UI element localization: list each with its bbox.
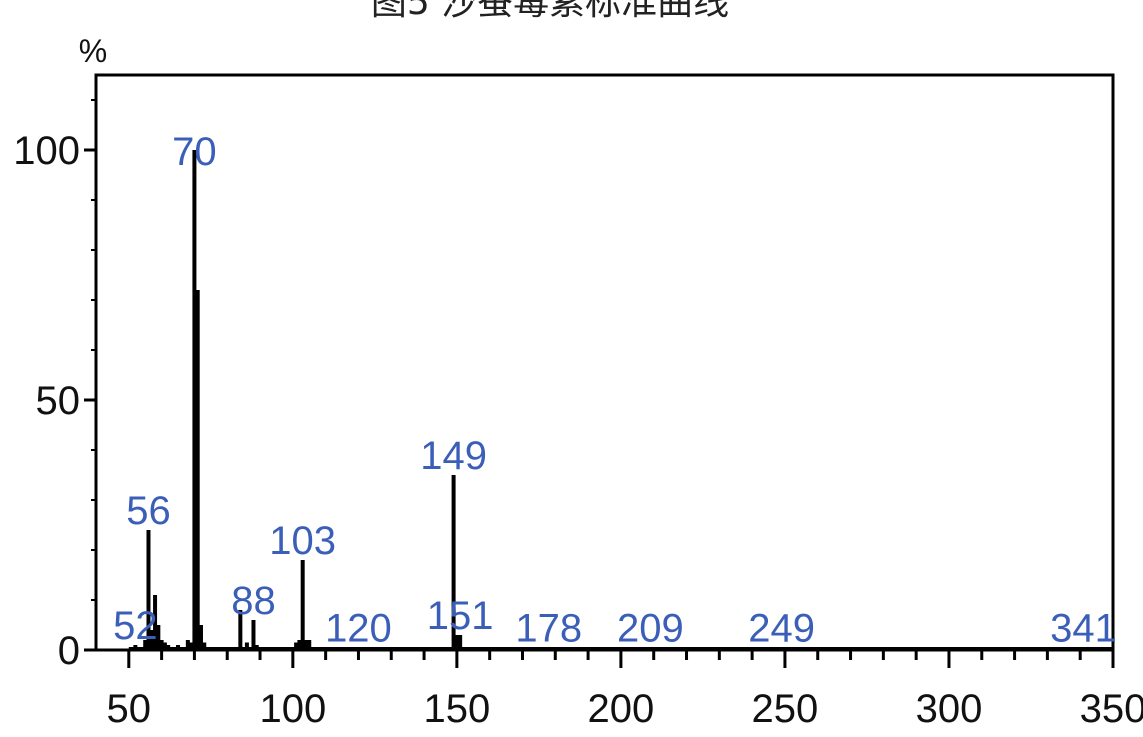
chart-title: 图5 沙蚕毒素标准曲线: [371, 0, 729, 23]
x-tick-label: 200: [588, 687, 655, 731]
spectrum-bar: [451, 475, 456, 650]
y-tick-label: 50: [36, 379, 81, 423]
spectrum-bar: [143, 640, 148, 650]
spectrum-bar: [546, 647, 551, 650]
spectrum-bar: [198, 625, 203, 650]
spectrum-bars: [128, 150, 1113, 651]
spectrum-bar: [146, 530, 151, 650]
spectrum-bar: [454, 635, 459, 650]
peak-label: 149: [420, 434, 487, 478]
spectrum-bar: [159, 640, 164, 650]
spectrum-bar: [356, 647, 361, 650]
spectrum-bar: [300, 560, 305, 650]
peak-label: 56: [126, 489, 171, 533]
x-tick-label: 150: [423, 687, 490, 731]
spectrum-bar: [189, 642, 194, 650]
spectrum-bar: [244, 642, 249, 650]
peak-label: 103: [269, 519, 336, 563]
x-tick-label: 350: [1080, 687, 1143, 731]
spectrum-bar: [297, 640, 302, 650]
spectrum-bar: [238, 610, 243, 650]
minor-ticks: [91, 99, 1082, 660]
x-axis-ticks: 50 100 150 200 250 300 350: [107, 650, 1143, 731]
spectrum-bar: [195, 290, 200, 650]
spectrum-bar: [185, 640, 190, 650]
peak-labels: 52 56 70 88 103 120 149 151 178 209 249 341: [113, 130, 1117, 651]
x-tick-label: 250: [752, 687, 819, 731]
spectrum-bar: [153, 595, 158, 650]
peak-label: 120: [325, 607, 392, 651]
spectrum-bar: [779, 647, 784, 650]
peak-label: 178: [515, 607, 582, 651]
x-tick-label: 300: [916, 687, 983, 731]
spectrum-bar: [202, 642, 207, 650]
spectrum-bar: [254, 645, 259, 650]
spectrum-bar: [294, 642, 299, 650]
spectrum-bar: [133, 645, 138, 650]
spectrum-bar: [166, 645, 171, 650]
peak-label: 88: [231, 579, 276, 623]
peak-label: 341: [1050, 607, 1117, 651]
spectrum-bar: [192, 150, 197, 650]
x-tick-label: 100: [259, 687, 326, 731]
spectrum-bar: [648, 647, 653, 650]
spectrum-bar: [251, 620, 256, 650]
peak-label: 151: [427, 594, 494, 638]
x-tick-label: 50: [107, 687, 152, 731]
peak-label: 209: [617, 607, 684, 651]
y-tick-label: 0: [58, 629, 80, 673]
spectrum-bar: [176, 645, 181, 650]
y-tick-label: 100: [13, 129, 80, 173]
spectrum-bar: [156, 625, 161, 650]
peak-label: 249: [748, 607, 815, 651]
peak-label: 52: [113, 604, 158, 648]
spectrum-bar: [149, 630, 154, 650]
peak-label: 70: [172, 130, 217, 174]
spectrum-bar: [303, 640, 308, 650]
spectrum-bar: [458, 635, 463, 650]
y-axis-ticks: 0 50 100: [13, 129, 96, 673]
y-axis-unit-label: %: [79, 33, 107, 69]
plot-area-frame: [94, 73, 1115, 652]
spectrum-bar: [162, 642, 167, 650]
spectrum-bar: [1081, 647, 1086, 650]
spectrum-bar: [307, 640, 312, 650]
